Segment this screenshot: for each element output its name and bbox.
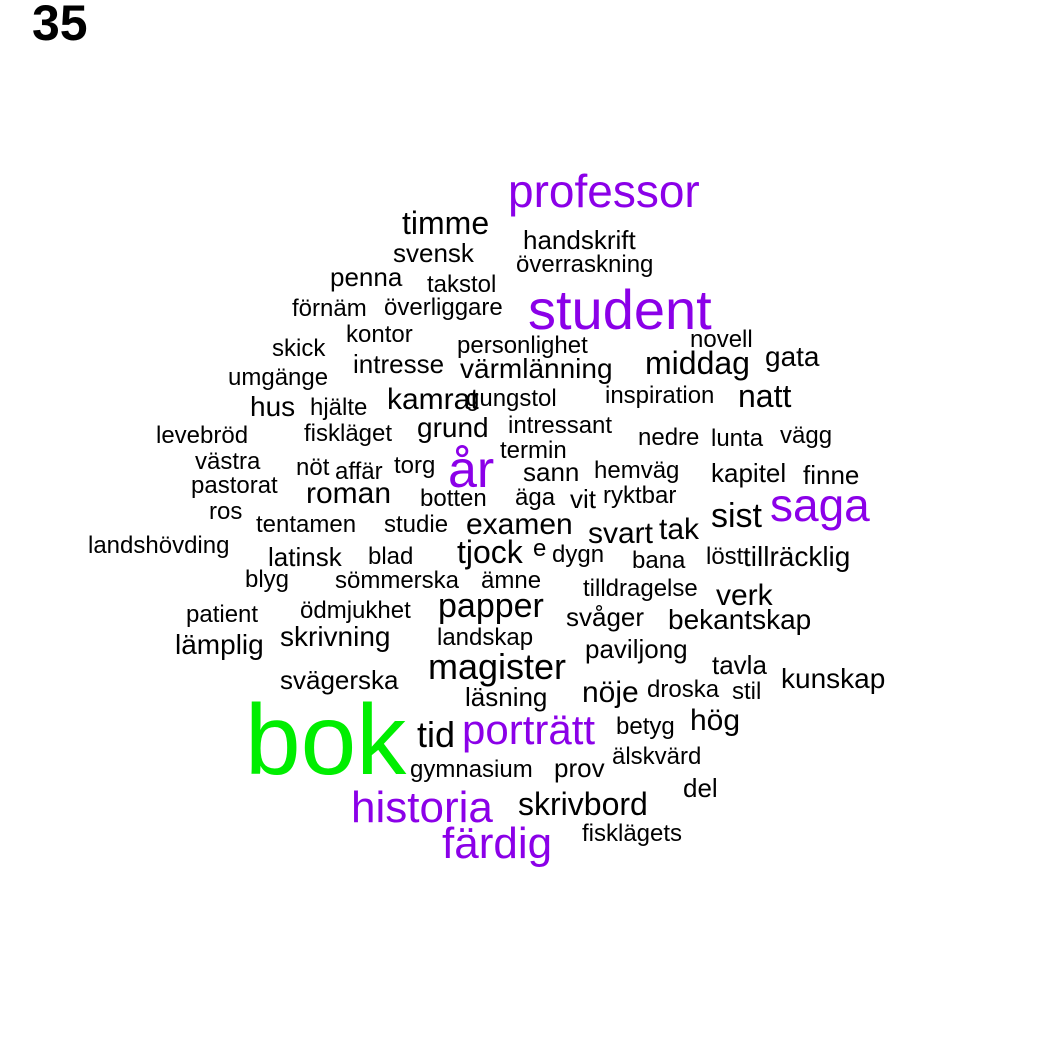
word-skick: skick	[272, 337, 325, 361]
word-vit: vit	[570, 486, 596, 512]
word-tak: tak	[659, 515, 699, 545]
word-penna: penna	[330, 264, 402, 290]
word-odmjukhet: ödmjukhet	[300, 599, 411, 623]
word-kontor: kontor	[346, 323, 413, 347]
word-hemvag: hemväg	[594, 459, 679, 483]
word-overliggare: överliggare	[384, 296, 503, 320]
word-saga: saga	[770, 482, 870, 528]
word-magister: magister	[428, 649, 566, 685]
word-bok: bok	[245, 690, 406, 790]
word-skrivbord: skrivbord	[518, 788, 648, 820]
word-varmlanning: värmlänning	[460, 355, 613, 383]
word-handskrift: handskrift	[523, 227, 636, 253]
word-professor: professor	[508, 168, 700, 214]
word-svager: svåger	[566, 604, 644, 630]
word-kunskap: kunskap	[781, 665, 885, 693]
word-fisklagets: fisklägets	[582, 822, 682, 846]
word-aga: äga	[515, 486, 555, 510]
word-studie: studie	[384, 513, 448, 537]
word-middag: middag	[645, 347, 750, 379]
word-blad: blad	[368, 545, 413, 569]
word-gata: gata	[765, 343, 820, 371]
word-tentamen: tentamen	[256, 513, 356, 537]
word-student: student	[528, 282, 712, 338]
word-roman: roman	[306, 479, 391, 509]
word-papper: papper	[438, 589, 544, 623]
word-svensk: svensk	[393, 240, 474, 266]
word-lunta: lunta	[711, 427, 763, 451]
word-ros: ros	[209, 500, 242, 524]
word-natt: natt	[738, 380, 791, 412]
word-overraskning: överraskning	[516, 253, 653, 277]
word-tilldragelse: tilldragelse	[583, 577, 698, 601]
word-tjock: tjock	[457, 536, 523, 568]
word-bekantskap: bekantskap	[668, 606, 811, 634]
word-del: del	[683, 775, 718, 801]
word-fardig: färdig	[442, 822, 552, 866]
word-timme: timme	[402, 207, 489, 239]
word-tillracklig: tillräcklig	[743, 543, 850, 571]
word-intresse: intresse	[353, 351, 444, 377]
word-dygn: dygn	[552, 543, 604, 567]
word-prov: prov	[554, 755, 605, 781]
word-noje: nöje	[582, 678, 639, 708]
word-grund: grund	[417, 414, 489, 442]
word-skrivning: skrivning	[280, 623, 390, 651]
word-ryktbar: ryktbar	[603, 484, 676, 508]
word-gymnasium: gymnasium	[410, 758, 533, 782]
word-kamrat: kamrat	[387, 385, 479, 415]
word-vagg: vägg	[780, 424, 832, 448]
word-lamplig: lämplig	[175, 631, 264, 659]
word-portratt: porträtt	[462, 709, 595, 751]
word-droska: droska	[647, 678, 719, 702]
word-tavla: tavla	[712, 652, 767, 678]
word-stil: stil	[732, 680, 761, 704]
word-paviljong: paviljong	[585, 636, 688, 662]
word-landshovding: landshövding	[88, 534, 229, 558]
word-hus: hus	[250, 393, 295, 421]
word-intressant: intressant	[508, 414, 612, 438]
word-sist: sist	[711, 499, 762, 533]
word-fisklaget: fiskläget	[304, 422, 392, 446]
word-pastorat: pastorat	[191, 474, 278, 498]
word-torg: torg	[394, 454, 435, 478]
word-umgange: umgänge	[228, 366, 328, 390]
word-levebrod: levebröd	[156, 424, 248, 448]
word-e: e	[533, 537, 546, 561]
word-alskvard: älskvärd	[612, 745, 701, 769]
word-hjalte: hjälte	[310, 396, 367, 420]
word-inspiration: inspiration	[605, 384, 714, 408]
word-nedre: nedre	[638, 426, 699, 450]
word-vastra: västra	[195, 450, 260, 474]
word-gungstol: gungstol	[466, 387, 557, 411]
word-sann: sann	[523, 459, 579, 485]
word-betyg: betyg	[616, 715, 675, 739]
word-bana: bana	[632, 549, 685, 573]
word-blyg: blyg	[245, 568, 289, 592]
word-hog: hög	[690, 706, 740, 736]
word-lost: löst	[706, 545, 743, 569]
word-patient: patient	[186, 603, 258, 627]
word-fornam: förnäm	[292, 297, 367, 321]
word-tid: tid	[417, 717, 455, 753]
